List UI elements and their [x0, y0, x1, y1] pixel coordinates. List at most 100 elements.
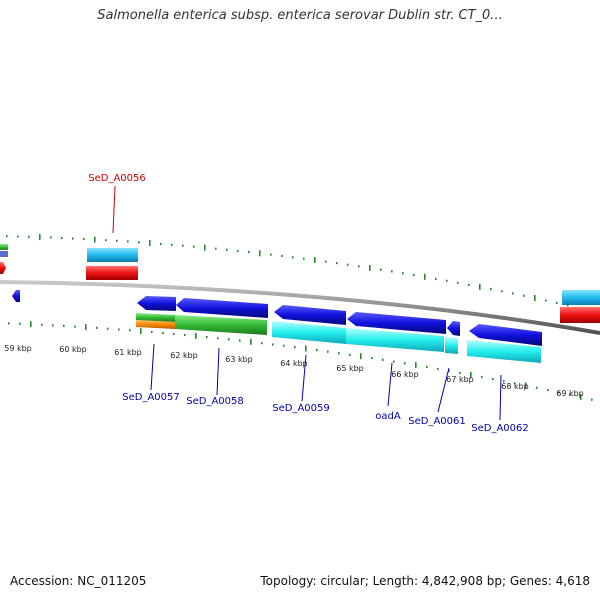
gene-label-SeD_A0058[interactable]: SeD_A0058 [186, 396, 244, 407]
gene-SeD_A0056-block[interactable] [87, 248, 138, 262]
accession-text: Accession: NC_011205 [10, 574, 147, 588]
gene-SeD_A0057-orange-block[interactable] [136, 320, 175, 329]
kbp-label: 65 kbp [336, 364, 364, 373]
major-tick [149, 240, 151, 246]
kbp-label: 66 kbp [391, 370, 419, 379]
kbp-label: 59 kbp [4, 344, 32, 353]
minor-tick [270, 253, 272, 256]
minor-tick [105, 239, 107, 242]
minor-tick [118, 328, 120, 331]
minor-tick [547, 389, 549, 392]
minor-tick [215, 247, 217, 250]
major-tick [204, 244, 206, 251]
minor-tick [217, 337, 219, 340]
minor-tick [226, 248, 228, 251]
minor-tick [96, 326, 98, 329]
minor-tick [358, 265, 360, 268]
minor-tick [327, 350, 329, 353]
gene-SeD_A0061-cds-block[interactable] [445, 337, 458, 354]
gene-SeD_A0056-rna[interactable] [86, 266, 138, 280]
minor-tick [545, 299, 547, 302]
gene-SeD_A0058-arrow[interactable] [176, 298, 268, 318]
minor-tick [261, 342, 263, 345]
minor-tick [338, 352, 340, 355]
minor-tick [72, 237, 74, 240]
gene-SeD_A0057-green-block[interactable] [136, 313, 175, 322]
minor-tick [426, 365, 428, 369]
minor-tick [567, 304, 569, 307]
SeD_A0059-leader-line [301, 354, 307, 402]
right-edge-red-feature[interactable] [560, 307, 600, 323]
gene-SeD_A0062-cds-block[interactable] [467, 340, 541, 363]
gene-oadA-arrow[interactable] [347, 312, 446, 334]
minor-tick [536, 386, 538, 389]
major-tick [30, 321, 32, 328]
gene-SeD_A0057-arrow[interactable] [137, 296, 176, 311]
minor-tick [413, 274, 415, 277]
kbp-label: 62 kbp [170, 351, 198, 360]
minor-tick [558, 391, 560, 394]
minor-tick [393, 360, 395, 363]
major-tick [534, 295, 536, 301]
major-tick [470, 371, 472, 378]
gene-SeD_A0059-cds-block[interactable] [272, 321, 346, 344]
minor-tick [448, 369, 450, 372]
minor-tick [74, 325, 76, 328]
minor-tick [151, 330, 153, 334]
gene-oadA-cds-block[interactable] [346, 328, 444, 352]
minor-tick [402, 272, 404, 275]
left-blue-feature [0, 251, 8, 257]
left-red-feature-arrow [0, 262, 6, 274]
minor-tick [173, 332, 175, 335]
minor-tick [228, 338, 230, 341]
gene-SeD_A0061-arrow[interactable] [447, 321, 460, 336]
minor-tick [116, 239, 118, 242]
minor-tick [83, 237, 85, 241]
SeD_A0056-leader-line [112, 185, 116, 234]
gene-label-SeD_A0059[interactable]: SeD_A0059 [272, 403, 330, 414]
left-blue-small-arrow[interactable] [12, 290, 20, 302]
minor-tick [404, 362, 406, 365]
minor-tick [8, 322, 10, 325]
gene-label-SeD_A0062[interactable]: SeD_A0062 [471, 423, 529, 434]
minor-tick [17, 235, 19, 238]
kbp-label: 69 kbp [556, 389, 584, 398]
minor-tick [206, 336, 208, 339]
major-tick [360, 353, 362, 360]
oadA-leader-line [387, 362, 393, 407]
gene-SeD_A0059-arrow[interactable] [274, 305, 346, 325]
gene-label-SeD_A0061[interactable]: SeD_A0061 [408, 416, 466, 427]
minor-tick [336, 262, 338, 265]
major-tick [424, 273, 426, 280]
major-tick [39, 234, 41, 241]
minor-tick [382, 358, 384, 361]
topology-text: Topology: circular; Length: 4,842,908 bp… [260, 574, 590, 588]
SeD_A0058-leader-line [216, 347, 220, 396]
major-tick [525, 382, 527, 389]
gene-label-oadA[interactable]: oadA [375, 411, 401, 422]
gene-SeD_A0062-arrow[interactable] [469, 324, 542, 346]
minor-tick [569, 393, 571, 396]
minor-tick [349, 353, 351, 356]
minor-tick [272, 343, 274, 346]
minor-tick [160, 242, 162, 245]
right-edge-cyan-feature[interactable] [562, 290, 600, 305]
kbp-label: 67 kbp [446, 375, 474, 384]
major-tick [85, 324, 87, 331]
minor-tick [303, 257, 305, 260]
gene-label-SeD_A0056[interactable]: SeD_A0056 [88, 173, 146, 184]
upper-tick-track [6, 234, 591, 314]
minor-tick [316, 349, 318, 352]
gene-label-SeD_A0057[interactable]: SeD_A0057 [122, 392, 180, 403]
minor-tick [294, 346, 296, 349]
minor-tick [371, 357, 373, 360]
minor-tick [162, 331, 164, 335]
minor-tick [283, 344, 285, 347]
genome-backbone [0, 280, 600, 335]
genome-title: Salmonella enterica subsp. enterica sero… [97, 8, 503, 23]
minor-tick [325, 260, 327, 263]
gene-SeD_A0058-green-block[interactable] [175, 315, 267, 335]
kbp-label: 68 kbp [501, 382, 529, 391]
